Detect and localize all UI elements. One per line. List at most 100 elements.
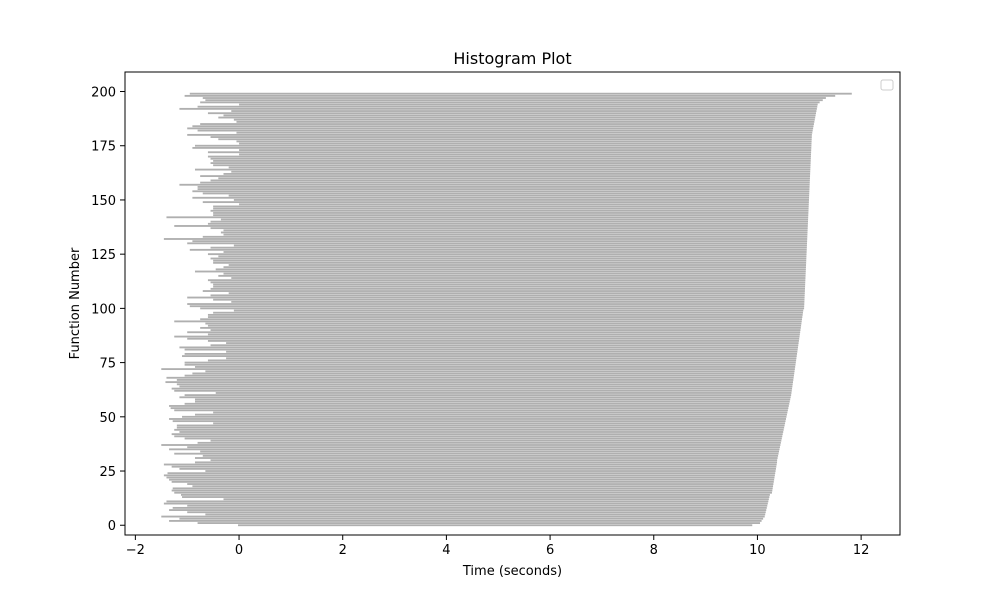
bar: [233, 118, 815, 121]
bar: [210, 227, 808, 230]
bar: [213, 207, 809, 210]
bar: [169, 405, 789, 407]
bar: [197, 186, 810, 188]
bar: [184, 437, 782, 440]
bar: [192, 196, 810, 199]
bar: [169, 519, 762, 522]
bar: [171, 480, 774, 483]
bar: [202, 290, 805, 292]
bar: [189, 248, 807, 251]
bar: [218, 116, 816, 119]
bar: [207, 155, 811, 158]
bar: [194, 270, 806, 273]
bar: [197, 188, 810, 191]
bar: [223, 233, 808, 236]
bar: [239, 149, 812, 151]
bar: [213, 159, 811, 162]
bar: [194, 398, 791, 401]
bar: [161, 368, 795, 371]
bar: [174, 335, 800, 338]
bar: [213, 214, 809, 217]
bar: [171, 465, 777, 468]
bar: [179, 396, 791, 399]
x-tick-label: 4: [442, 543, 450, 558]
bar: [233, 199, 809, 201]
bar: [213, 422, 786, 425]
bar: [163, 463, 777, 466]
bar: [223, 173, 811, 175]
bar: [174, 409, 788, 412]
x-tick-label: 2: [339, 543, 347, 558]
bar: [187, 303, 805, 305]
bar: [200, 307, 805, 310]
bar: [172, 420, 786, 423]
bar: [233, 309, 804, 312]
x-tick-label: 6: [546, 543, 554, 558]
bar: [192, 146, 812, 149]
bar: [163, 474, 775, 477]
bar: [174, 225, 808, 227]
bar: [218, 274, 806, 277]
y-tick-label: 25: [99, 465, 116, 480]
bar: [176, 383, 793, 386]
bar: [187, 127, 814, 130]
bar: [210, 246, 807, 249]
bar: [231, 110, 817, 112]
bar: [184, 394, 792, 397]
bar: [172, 487, 773, 490]
bar: [210, 287, 805, 290]
bar: [187, 133, 812, 136]
bar: [215, 392, 792, 394]
x-tick-label: 8: [650, 543, 658, 558]
bar: [207, 359, 797, 362]
bar: [194, 413, 787, 416]
bar: [236, 140, 812, 143]
bar: [200, 326, 801, 329]
bar: [207, 339, 799, 342]
bar: [194, 144, 812, 147]
bar: [174, 491, 772, 494]
bars-group: [161, 92, 852, 527]
bar: [174, 452, 779, 455]
legend-box: [880, 79, 894, 91]
bar: [213, 261, 807, 264]
bar: [197, 129, 813, 132]
bar: [179, 107, 817, 110]
bar: [174, 389, 792, 392]
bar: [194, 400, 790, 403]
bar: [192, 485, 774, 488]
bar: [197, 105, 818, 108]
bar: [169, 418, 787, 420]
bar: [200, 450, 780, 453]
bar: [187, 504, 768, 507]
bar: [200, 101, 820, 104]
bar: [213, 205, 809, 208]
bar: [179, 385, 793, 388]
y-tick-label: 150: [91, 194, 116, 209]
y-tick-label: 200: [91, 86, 116, 101]
y-tick-label: 75: [99, 357, 116, 372]
y-tick-label: 100: [91, 302, 116, 317]
bar: [192, 125, 814, 128]
bar: [220, 231, 808, 234]
y-tick-label: 175: [91, 140, 116, 155]
bar: [192, 372, 795, 375]
bar: [182, 415, 787, 418]
bar: [171, 489, 773, 492]
bar: [213, 283, 806, 286]
bar: [213, 164, 811, 167]
bar: [163, 502, 768, 505]
bar: [165, 381, 794, 384]
bar: [179, 183, 810, 186]
bar: [171, 433, 783, 436]
bar: [226, 342, 799, 344]
bar: [236, 120, 815, 123]
bar: [171, 387, 793, 390]
bar: [200, 318, 803, 321]
bar: [200, 175, 811, 178]
bar: [179, 431, 784, 433]
bar: [233, 244, 807, 247]
bar: [236, 131, 813, 134]
bar: [184, 352, 798, 355]
bar: [218, 255, 807, 258]
